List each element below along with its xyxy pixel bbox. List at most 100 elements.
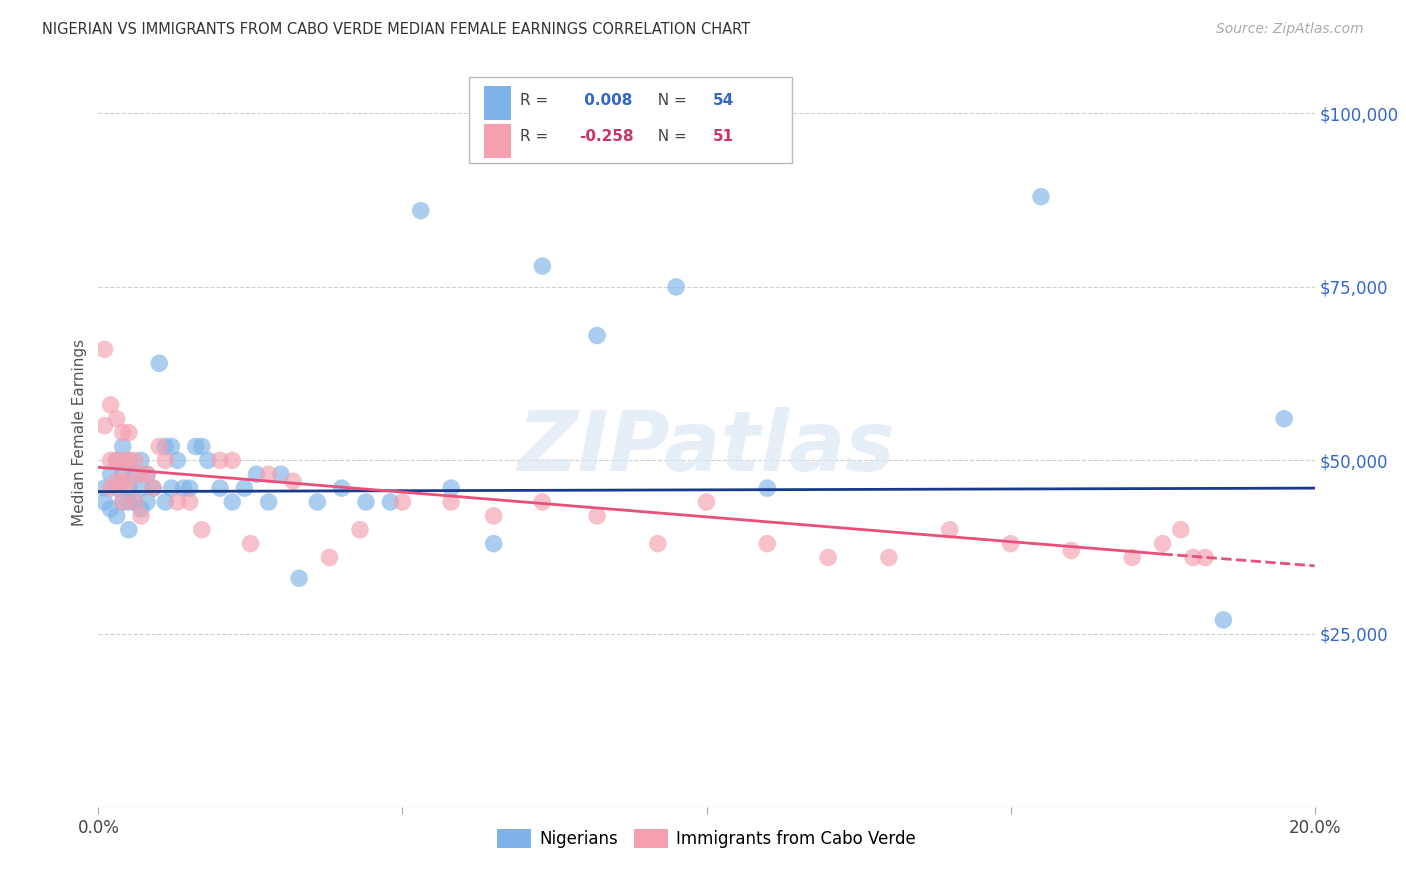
Text: -0.258: -0.258: [579, 129, 634, 145]
Point: [124, 467, 146, 482]
Point: [330, 481, 353, 495]
Point: [105, 453, 128, 467]
Point: [696, 495, 718, 509]
Text: N =: N =: [648, 93, 692, 108]
Bar: [484, 87, 510, 120]
Point: [531, 259, 554, 273]
Point: [93, 495, 115, 509]
Point: [1170, 523, 1192, 537]
Point: [233, 481, 256, 495]
Point: [179, 481, 201, 495]
Point: [354, 495, 377, 509]
Point: [288, 571, 311, 585]
Point: [221, 453, 243, 467]
Text: R =: R =: [520, 93, 554, 108]
Point: [100, 481, 122, 495]
Point: [647, 536, 669, 550]
Point: [307, 495, 329, 509]
Point: [817, 550, 839, 565]
Point: [173, 481, 195, 495]
Point: [129, 481, 152, 495]
Point: [166, 453, 188, 467]
Point: [270, 467, 292, 482]
Point: [148, 440, 170, 454]
Point: [129, 467, 152, 482]
Point: [160, 440, 183, 454]
Point: [239, 536, 262, 550]
Point: [1060, 543, 1083, 558]
Point: [148, 356, 170, 370]
Point: [105, 453, 128, 467]
Point: [124, 495, 146, 509]
Point: [111, 440, 134, 454]
Point: [197, 453, 219, 467]
Point: [136, 467, 159, 482]
Point: [100, 467, 122, 482]
Point: [118, 474, 141, 488]
Point: [142, 481, 165, 495]
Point: [118, 453, 141, 467]
Point: [209, 481, 232, 495]
Point: [118, 425, 141, 440]
Point: [209, 453, 232, 467]
Point: [111, 495, 134, 509]
Point: [166, 495, 188, 509]
Point: [318, 550, 340, 565]
Point: [118, 495, 141, 509]
Text: NIGERIAN VS IMMIGRANTS FROM CABO VERDE MEDIAN FEMALE EARNINGS CORRELATION CHART: NIGERIAN VS IMMIGRANTS FROM CABO VERDE M…: [42, 22, 751, 37]
Point: [155, 453, 177, 467]
Point: [184, 440, 207, 454]
Text: Source: ZipAtlas.com: Source: ZipAtlas.com: [1216, 22, 1364, 37]
Bar: [470, 77, 792, 163]
Point: [877, 550, 900, 565]
Point: [129, 502, 152, 516]
Point: [281, 474, 304, 488]
Point: [93, 343, 115, 357]
Text: ZIPatlas: ZIPatlas: [517, 407, 896, 488]
Point: [482, 536, 505, 550]
Point: [1272, 411, 1295, 425]
Point: [191, 440, 214, 454]
Legend: Nigerians, Immigrants from Cabo Verde: Nigerians, Immigrants from Cabo Verde: [491, 822, 922, 855]
Point: [136, 467, 159, 482]
Point: [391, 495, 413, 509]
Point: [1212, 613, 1234, 627]
Point: [124, 495, 146, 509]
Point: [586, 508, 609, 523]
Text: 51: 51: [713, 129, 734, 145]
Point: [105, 411, 128, 425]
Point: [129, 453, 152, 467]
Point: [160, 481, 183, 495]
Text: N =: N =: [648, 129, 692, 145]
Point: [142, 481, 165, 495]
Point: [409, 203, 432, 218]
Point: [118, 523, 141, 537]
Point: [124, 453, 146, 467]
Point: [118, 481, 141, 495]
Point: [191, 523, 214, 537]
Point: [118, 453, 141, 467]
Text: 54: 54: [713, 93, 734, 108]
Point: [105, 481, 128, 495]
Point: [756, 481, 779, 495]
Point: [105, 474, 128, 488]
Point: [380, 495, 402, 509]
Point: [1152, 536, 1174, 550]
Point: [221, 495, 243, 509]
Point: [257, 495, 280, 509]
Point: [482, 508, 505, 523]
Point: [111, 474, 134, 488]
Y-axis label: Median Female Earnings: Median Female Earnings: [72, 339, 87, 526]
Point: [111, 467, 134, 482]
Point: [939, 523, 962, 537]
Text: 0.008: 0.008: [579, 93, 633, 108]
Point: [136, 495, 159, 509]
Point: [1182, 550, 1205, 565]
Point: [245, 467, 267, 482]
Bar: [484, 124, 510, 158]
Point: [111, 425, 134, 440]
Point: [111, 453, 134, 467]
Point: [1029, 190, 1052, 204]
Point: [440, 495, 463, 509]
Point: [1000, 536, 1022, 550]
